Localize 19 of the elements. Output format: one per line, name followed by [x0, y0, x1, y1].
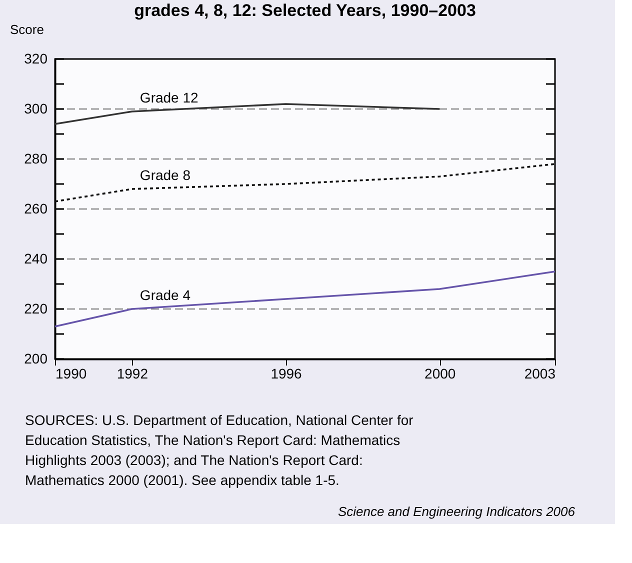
x-tick-label: 2003: [524, 366, 556, 382]
x-tick-label: 1990: [56, 366, 87, 382]
y-tick-label: 200: [24, 350, 48, 366]
y-tick-label: 260: [24, 200, 48, 216]
x-tick-label: 1996: [270, 366, 302, 382]
series-label: Grade 8: [140, 167, 191, 183]
y-tick-label: 240: [24, 250, 48, 266]
y-tick-label: 220: [24, 300, 48, 316]
y-tick-label: 300: [24, 100, 48, 116]
y-tick-label: 320: [24, 50, 48, 66]
source-note: SOURCES: U.S. Department of Education, National Center for Education Statistics, The Nation's Report Card: Mathematics Highlights 2003 (2003); and The Nation's Report Card: Mathematics 2000 (2001). See appendix table 1-5.: [25, 412, 414, 488]
x-tick-label: 1992: [116, 366, 148, 382]
series-label: Grade 12: [140, 90, 199, 106]
series-label: Grade 4: [140, 287, 191, 303]
x-tick-label: 2000: [424, 366, 456, 382]
text: Science and Engineering Indicators 2006: [338, 504, 576, 519]
y-tick-label: 280: [24, 150, 48, 166]
y-axis-title: Score: [10, 22, 44, 37]
chart-title: grades 4, 8, 12: Selected Years, 1990–2003: [134, 1, 476, 20]
